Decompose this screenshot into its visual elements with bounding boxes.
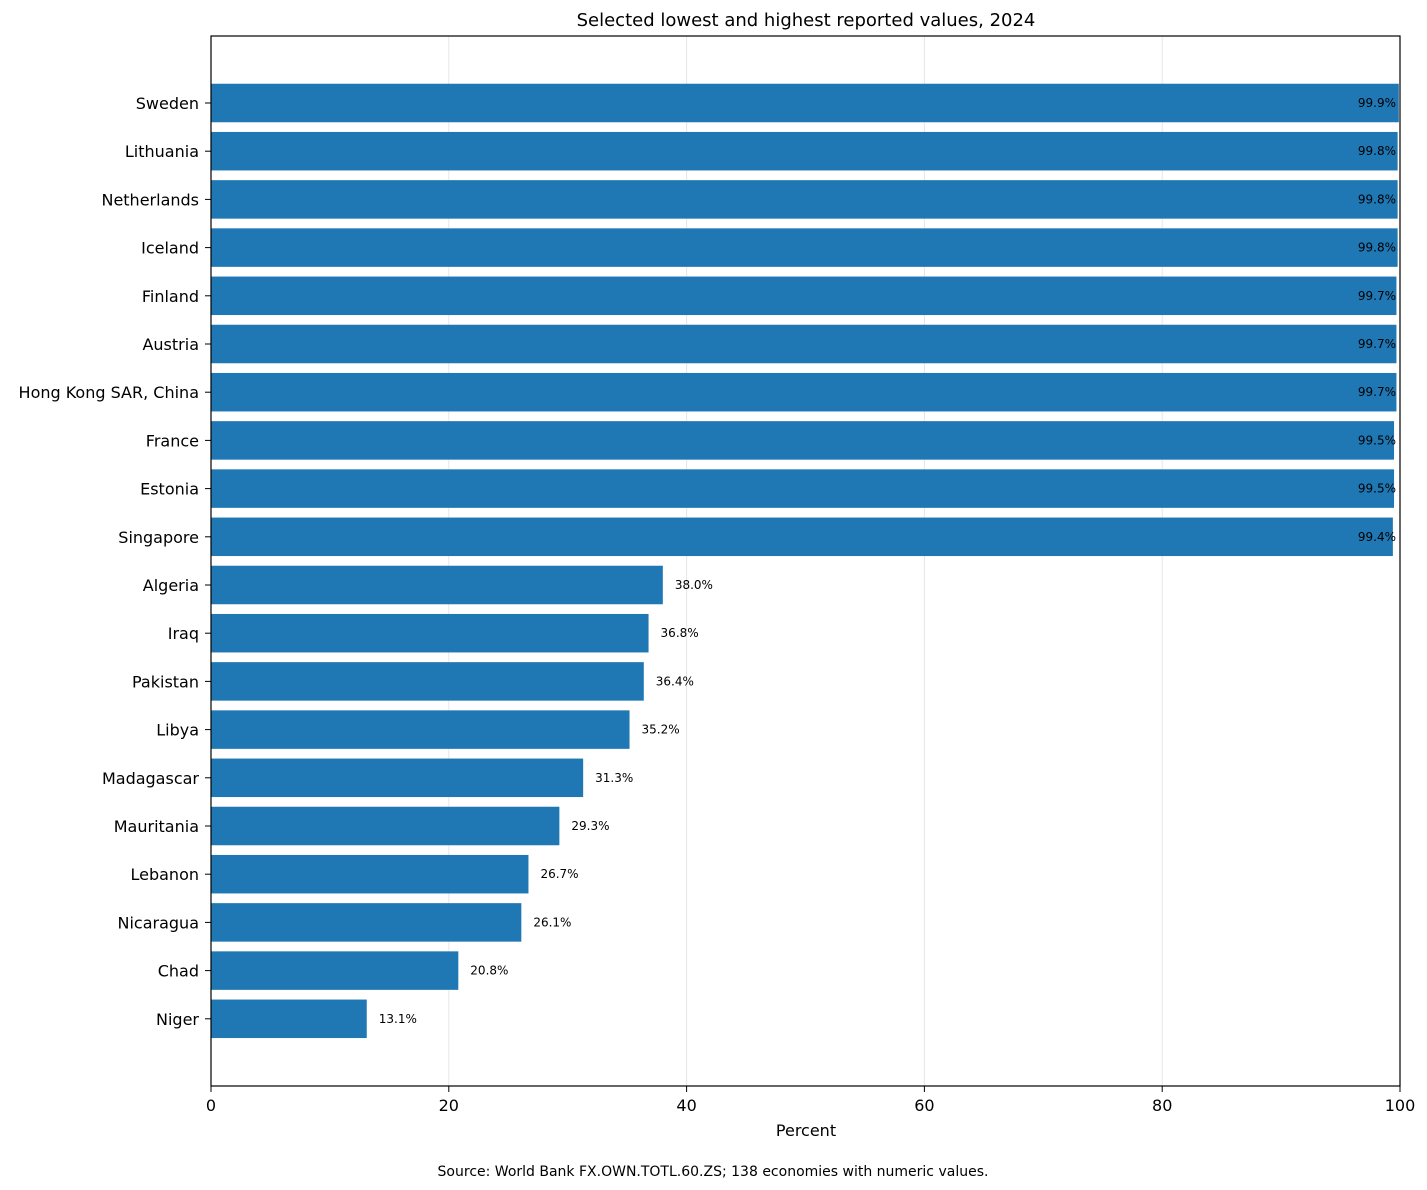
category-label: Madagascar xyxy=(102,769,199,788)
value-label: 36.8% xyxy=(661,626,699,640)
x-axis-ticks: 0 20 40 60 80 100 xyxy=(206,1086,1415,1115)
category-label: Iceland xyxy=(141,239,199,258)
category-label: Austria xyxy=(142,335,199,354)
category-label: Hong Kong SAR, China xyxy=(19,383,199,402)
bar xyxy=(211,324,1397,364)
bar xyxy=(211,758,584,798)
category-label: France xyxy=(146,431,199,450)
value-label: 99.8% xyxy=(1358,241,1396,255)
category-label: Netherlands xyxy=(101,190,199,209)
bar xyxy=(211,83,1399,123)
category-label: Libya xyxy=(156,721,199,740)
value-label: 26.7% xyxy=(540,867,578,881)
value-label: 36.4% xyxy=(656,674,694,688)
x-tick-label: 40 xyxy=(676,1096,696,1115)
category-label: Sweden xyxy=(136,94,199,113)
category-labels: Sweden Lithuania Netherlands Iceland Finland… xyxy=(19,94,211,1029)
bar xyxy=(211,951,459,990)
bars xyxy=(211,83,1399,1039)
x-tick-label: 100 xyxy=(1385,1096,1416,1115)
bar xyxy=(211,421,1395,460)
bar xyxy=(211,903,522,942)
bar xyxy=(211,806,560,846)
value-label: 99.8% xyxy=(1358,192,1396,206)
bar xyxy=(211,565,663,605)
category-label: Iraq xyxy=(168,624,199,643)
value-labels: 99.9% 99.8% 99.8% 99.8% 99.7% 99.7% 99.7% 99.5%… xyxy=(379,96,1396,1026)
x-tick-label: 80 xyxy=(1152,1096,1172,1115)
value-label: 99.4% xyxy=(1358,530,1396,544)
value-label: 99.9% xyxy=(1358,96,1396,110)
category-label: Pakistan xyxy=(132,672,199,691)
bar xyxy=(211,180,1398,219)
value-label: 99.5% xyxy=(1358,433,1396,447)
value-label: 38.0% xyxy=(675,578,713,592)
x-tick-label: 60 xyxy=(914,1096,934,1115)
value-label: 99.5% xyxy=(1358,482,1396,496)
category-label: Lithuania xyxy=(125,142,199,161)
bar xyxy=(211,228,1398,267)
bar xyxy=(211,662,644,701)
bar xyxy=(211,469,1395,508)
category-label: Singapore xyxy=(118,528,199,547)
value-label: 35.2% xyxy=(642,723,680,737)
source-note: Source: World Bank FX.OWN.TOTL.60.ZS; 13… xyxy=(438,1164,989,1180)
bar xyxy=(211,276,1397,316)
category-label: Niger xyxy=(156,1010,199,1029)
category-label: Finland xyxy=(142,287,199,306)
bar xyxy=(211,854,529,894)
bar xyxy=(211,999,367,1039)
bar xyxy=(211,710,630,749)
x-tick-label: 20 xyxy=(439,1096,459,1115)
bar xyxy=(211,517,1393,557)
value-label: 99.8% xyxy=(1358,144,1396,158)
category-label: Estonia xyxy=(140,480,199,499)
category-label: Mauritania xyxy=(114,817,199,836)
x-tick-label: 0 xyxy=(206,1096,216,1115)
value-label: 29.3% xyxy=(571,819,609,833)
value-label: 31.3% xyxy=(595,771,633,785)
value-label: 99.7% xyxy=(1358,385,1396,399)
bar xyxy=(211,372,1397,412)
plot-frame xyxy=(210,35,1401,1087)
value-label: 99.7% xyxy=(1358,289,1396,303)
category-label: Nicaragua xyxy=(118,913,200,932)
category-label: Chad xyxy=(158,962,199,981)
chart-title: Selected lowest and highest reported val… xyxy=(577,10,1036,31)
value-label: 26.1% xyxy=(533,915,571,929)
category-label: Lebanon xyxy=(130,865,199,884)
x-axis-label: Percent xyxy=(776,1121,836,1140)
value-label: 13.1% xyxy=(379,1012,417,1026)
bar xyxy=(211,613,649,653)
value-label: 99.7% xyxy=(1358,337,1396,351)
bar xyxy=(211,131,1398,171)
value-label: 20.8% xyxy=(470,964,508,978)
category-label: Algeria xyxy=(143,576,199,595)
